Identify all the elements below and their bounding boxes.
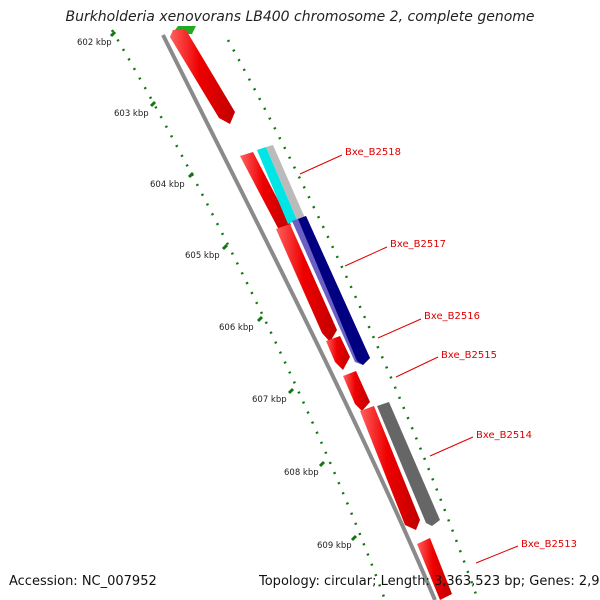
gc-skew-track-left bbox=[110, 29, 387, 600]
genome-backbone bbox=[161, 34, 437, 600]
tick-label-608: 608 kbp bbox=[284, 468, 319, 478]
gene-label-bxe-b2516[interactable]: Bxe_B2516 bbox=[424, 311, 480, 322]
cds-gene-5[interactable] bbox=[343, 371, 370, 411]
gene-label-bxe-b2513[interactable]: Bxe_B2513 bbox=[521, 539, 577, 550]
gene-label-bxe-b2517[interactable]: Bxe_B2517 bbox=[390, 239, 446, 250]
cds-gene-6[interactable] bbox=[360, 406, 420, 530]
tick-label-604: 604 kbp bbox=[150, 180, 185, 190]
tick-label-609: 609 kbp bbox=[317, 541, 352, 551]
tick-label-603: 603 kbp bbox=[114, 109, 149, 119]
tick-label-602: 602 kbp bbox=[77, 38, 112, 48]
genome-summary: Topology: circular; Length: 3,363,523 bp… bbox=[259, 574, 600, 589]
gene-feature-bxe-b2518-cyan[interactable] bbox=[257, 147, 297, 224]
gene-label-bxe-b2514[interactable]: Bxe_B2514 bbox=[476, 430, 532, 441]
accession-label: Accession: NC_007952 bbox=[9, 574, 157, 589]
cds-gene-2[interactable] bbox=[240, 152, 291, 230]
tick-label-606: 606 kbp bbox=[219, 323, 254, 333]
tick-marks bbox=[109, 30, 358, 542]
gc-content-track-right bbox=[226, 39, 480, 600]
cds-gene-3[interactable] bbox=[276, 224, 337, 342]
gene-callout-lines bbox=[299, 154, 519, 564]
cds-gene-7[interactable] bbox=[417, 538, 452, 600]
map-title: Burkholderia xenovorans LB400 chromosome… bbox=[65, 9, 535, 25]
tick-label-605: 605 kbp bbox=[185, 251, 220, 261]
cds-gene-4[interactable] bbox=[326, 336, 350, 370]
cds-gene-1[interactable] bbox=[170, 30, 235, 124]
gene-feature-bxe-b2514[interactable] bbox=[377, 402, 440, 526]
tick-label-607: 607 kbp bbox=[252, 395, 287, 405]
gene-feature-bxe-b2518-gray[interactable] bbox=[266, 145, 305, 220]
gene-feature-bxe-b2517-dark[interactable] bbox=[298, 216, 370, 365]
gene-label-bxe-b2515[interactable]: Bxe_B2515 bbox=[441, 350, 497, 361]
gene-label-bxe-b2518[interactable]: Bxe_B2518 bbox=[345, 147, 401, 158]
